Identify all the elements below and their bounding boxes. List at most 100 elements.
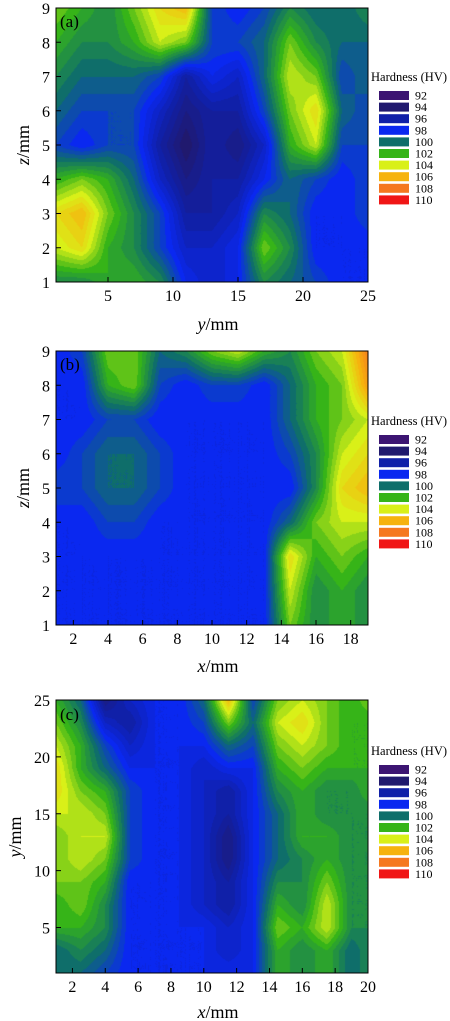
contour-field-b xyxy=(56,351,368,625)
legend-level-label: 96 xyxy=(415,786,427,800)
legend-level-label: 102 xyxy=(415,147,433,161)
legend-swatch xyxy=(379,504,409,514)
x-tick-label: 6 xyxy=(134,979,142,996)
x-tick-label: 15 xyxy=(230,288,246,305)
y-axis-label-a: z/mm xyxy=(13,125,33,166)
x-tick-label: 20 xyxy=(360,979,376,996)
y-tick-label: 20 xyxy=(34,750,50,767)
x-tick-label: 25 xyxy=(360,288,376,305)
legend-swatch xyxy=(379,834,409,844)
y-tick-label: 25 xyxy=(34,693,50,710)
x-tick-label: 2 xyxy=(69,631,77,648)
legend-level-label: 110 xyxy=(415,193,433,207)
y-axis-ticks-a: 1 2 3 4 5 6 7 8 9 xyxy=(42,1,61,292)
legend-swatch xyxy=(379,137,409,147)
y-tick-label: 2 xyxy=(42,241,50,258)
legend-level-label: 100 xyxy=(415,135,433,149)
legend-level-label: 100 xyxy=(415,479,433,493)
legend-level-label: 94 xyxy=(415,444,427,458)
legend-swatch xyxy=(379,195,409,205)
legend-level-label: 108 xyxy=(415,855,433,869)
legend-swatch xyxy=(379,469,409,479)
x-tick-label: 4 xyxy=(101,979,109,996)
y-tick-label: 8 xyxy=(42,378,50,395)
legend-level-label: 98 xyxy=(415,123,427,137)
x-tick-label: 16 xyxy=(308,631,324,648)
x-axis-label-a: y/mm xyxy=(195,314,238,334)
legend-swatch xyxy=(379,172,409,182)
legend-level-label: 110 xyxy=(415,867,433,881)
contour-plot-b xyxy=(56,351,368,625)
legend-swatch xyxy=(379,493,409,502)
legend-swatch xyxy=(379,149,409,158)
legend-level-label: 96 xyxy=(415,112,427,126)
y-tick-label: 10 xyxy=(34,864,50,881)
x-tick-label: 5 xyxy=(104,288,112,305)
legend-level-label: 100 xyxy=(415,809,433,823)
x-axis-label-c: x/mm xyxy=(196,1002,238,1021)
legend-title-c: Hardness (HV) xyxy=(371,744,447,758)
legend-swatch xyxy=(379,788,409,798)
legend-level-label: 104 xyxy=(415,832,433,846)
legend-level-label: 110 xyxy=(415,537,433,551)
x-tick-label: 10 xyxy=(196,979,212,996)
legend-swatch xyxy=(379,823,409,832)
y-tick-label: 3 xyxy=(42,550,50,567)
y-tick-label: 6 xyxy=(42,104,50,121)
x-tick-label: 4 xyxy=(104,631,112,648)
legend-level-label: 104 xyxy=(415,502,433,516)
panel-label-c: (c) xyxy=(60,705,79,724)
x-tick-label: 8 xyxy=(167,979,175,996)
panel-label-a: (a) xyxy=(60,12,79,31)
legend-swatch xyxy=(379,846,409,856)
x-tick-label: 18 xyxy=(343,631,359,648)
legend-level-label: 92 xyxy=(415,433,427,447)
x-tick-label: 8 xyxy=(173,631,181,648)
legend-swatch xyxy=(379,458,409,468)
x-tick-label: 20 xyxy=(295,288,311,305)
x-tick-label: 16 xyxy=(294,979,310,996)
panel-c: (c) 2 4 6 8 10 12 14 16 18 20 5 10 15 20 25 x/mm y/mm… xyxy=(5,693,447,1021)
y-tick-label: 6 xyxy=(42,447,50,464)
x-tick-label: 10 xyxy=(165,288,181,305)
x-tick-label: 12 xyxy=(229,979,245,996)
x-tick-label: 10 xyxy=(204,631,220,648)
y-tick-label: 1 xyxy=(42,275,50,292)
legend-swatch xyxy=(379,857,409,867)
y-tick-label: 8 xyxy=(42,35,50,52)
legend-swatch xyxy=(379,481,409,491)
x-tick-label: 2 xyxy=(68,979,76,996)
contour-plot-a xyxy=(56,8,368,282)
legend-level-label: 96 xyxy=(415,456,427,470)
y-axis-ticks-c: 5 10 15 20 25 xyxy=(34,693,61,938)
legend-level-label: 108 xyxy=(415,525,433,539)
x-axis-ticks-a: 5 10 15 20 25 xyxy=(104,277,376,305)
legend-swatch xyxy=(379,91,409,100)
legend-level-label: 98 xyxy=(415,467,427,481)
legend-swatch xyxy=(379,539,409,549)
y-tick-label: 3 xyxy=(42,207,50,224)
legend-swatch xyxy=(379,125,409,135)
legend-swatch xyxy=(379,527,409,537)
legend-title-a: Hardness (HV) xyxy=(371,70,447,84)
y-tick-label: 9 xyxy=(42,344,50,361)
x-tick-label: 14 xyxy=(273,631,289,648)
y-axis-ticks-b: 1 2 3 4 5 6 7 8 9 xyxy=(42,344,61,635)
contour-plot-c xyxy=(56,700,368,973)
x-tick-label: 14 xyxy=(261,979,277,996)
legend-swatch xyxy=(379,114,409,124)
legend-level-label: 98 xyxy=(415,797,427,811)
y-tick-label: 4 xyxy=(42,515,50,532)
contour-field-c xyxy=(56,700,368,973)
x-tick-label: 12 xyxy=(239,631,255,648)
y-tick-label: 1 xyxy=(42,618,50,635)
legend-swatch xyxy=(379,183,409,193)
y-tick-label: 2 xyxy=(42,584,50,601)
y-tick-label: 15 xyxy=(34,807,50,824)
y-axis-label-c: y/mm xyxy=(5,816,25,859)
